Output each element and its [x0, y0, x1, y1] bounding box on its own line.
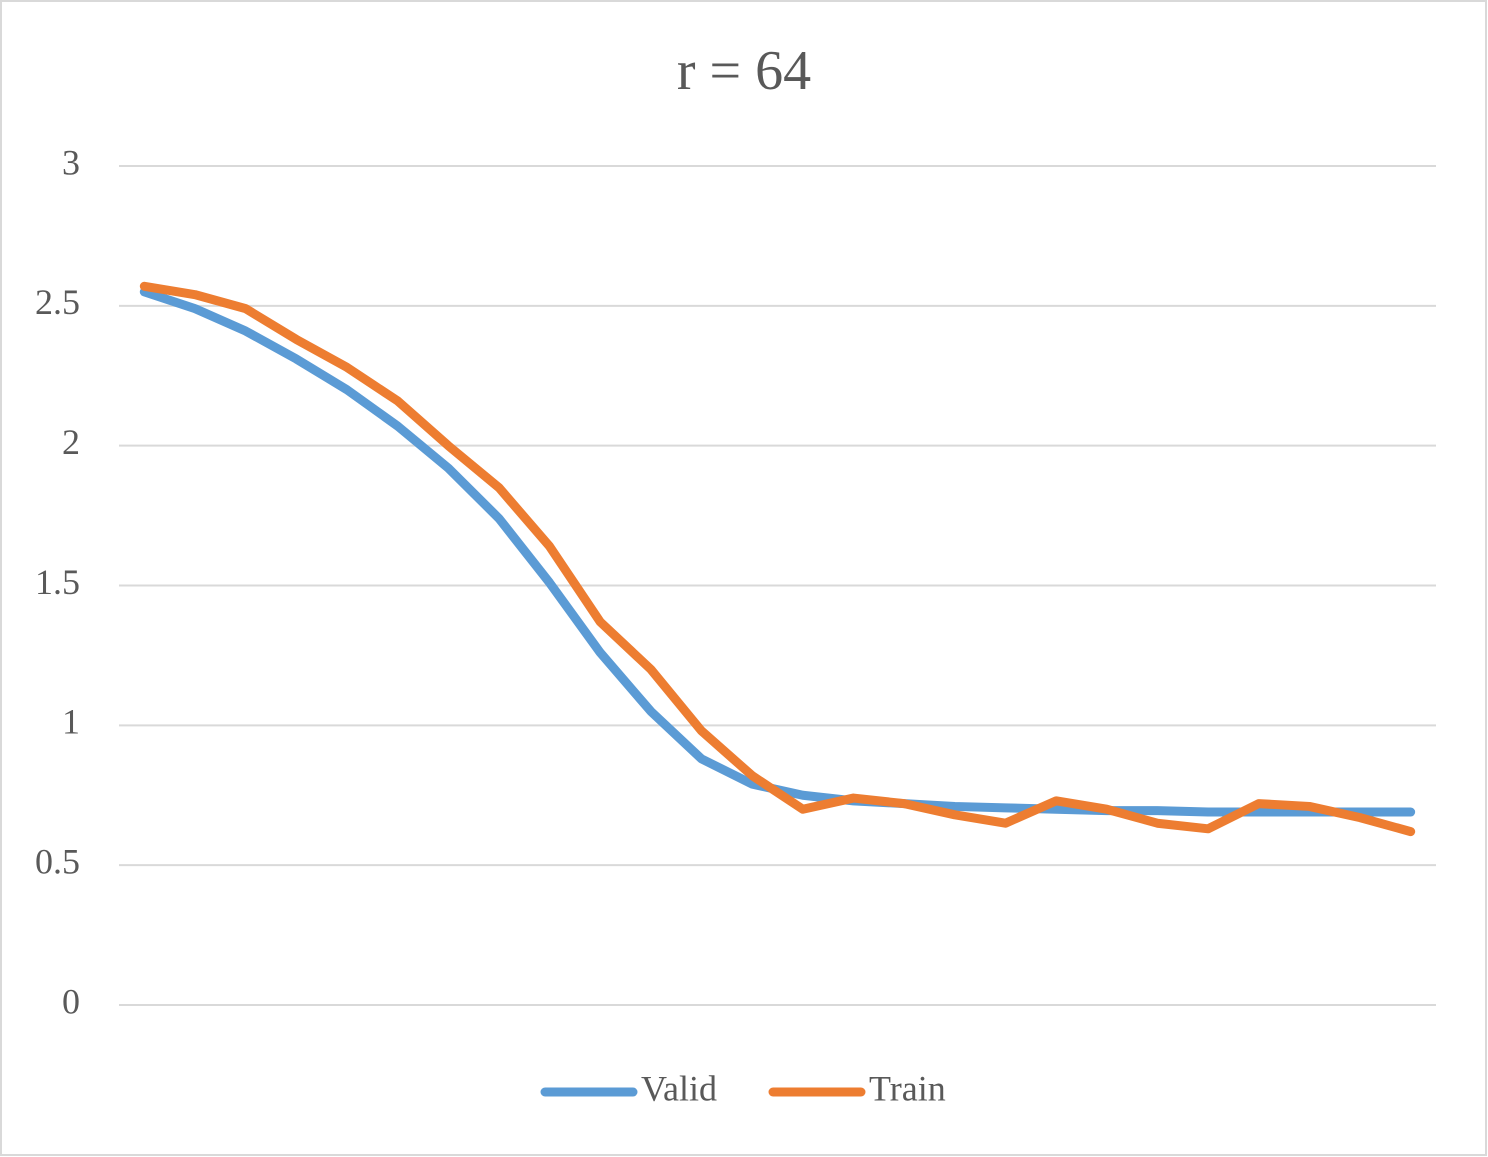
data-line	[139, 281, 1416, 837]
y-tick-label: 3	[62, 142, 80, 182]
y-tick-label: 0	[62, 981, 80, 1021]
legend-label: Train	[869, 1068, 946, 1108]
y-tick-label: 1	[62, 702, 80, 742]
chart-title: r = 64	[677, 40, 811, 102]
y-tick-label: 0.5	[35, 841, 80, 881]
y-tick-label: 2	[62, 422, 80, 462]
legend-label: Valid	[641, 1068, 717, 1108]
y-tick-label: 2.5	[35, 282, 80, 322]
y-tick-label: 1.5	[35, 562, 80, 602]
